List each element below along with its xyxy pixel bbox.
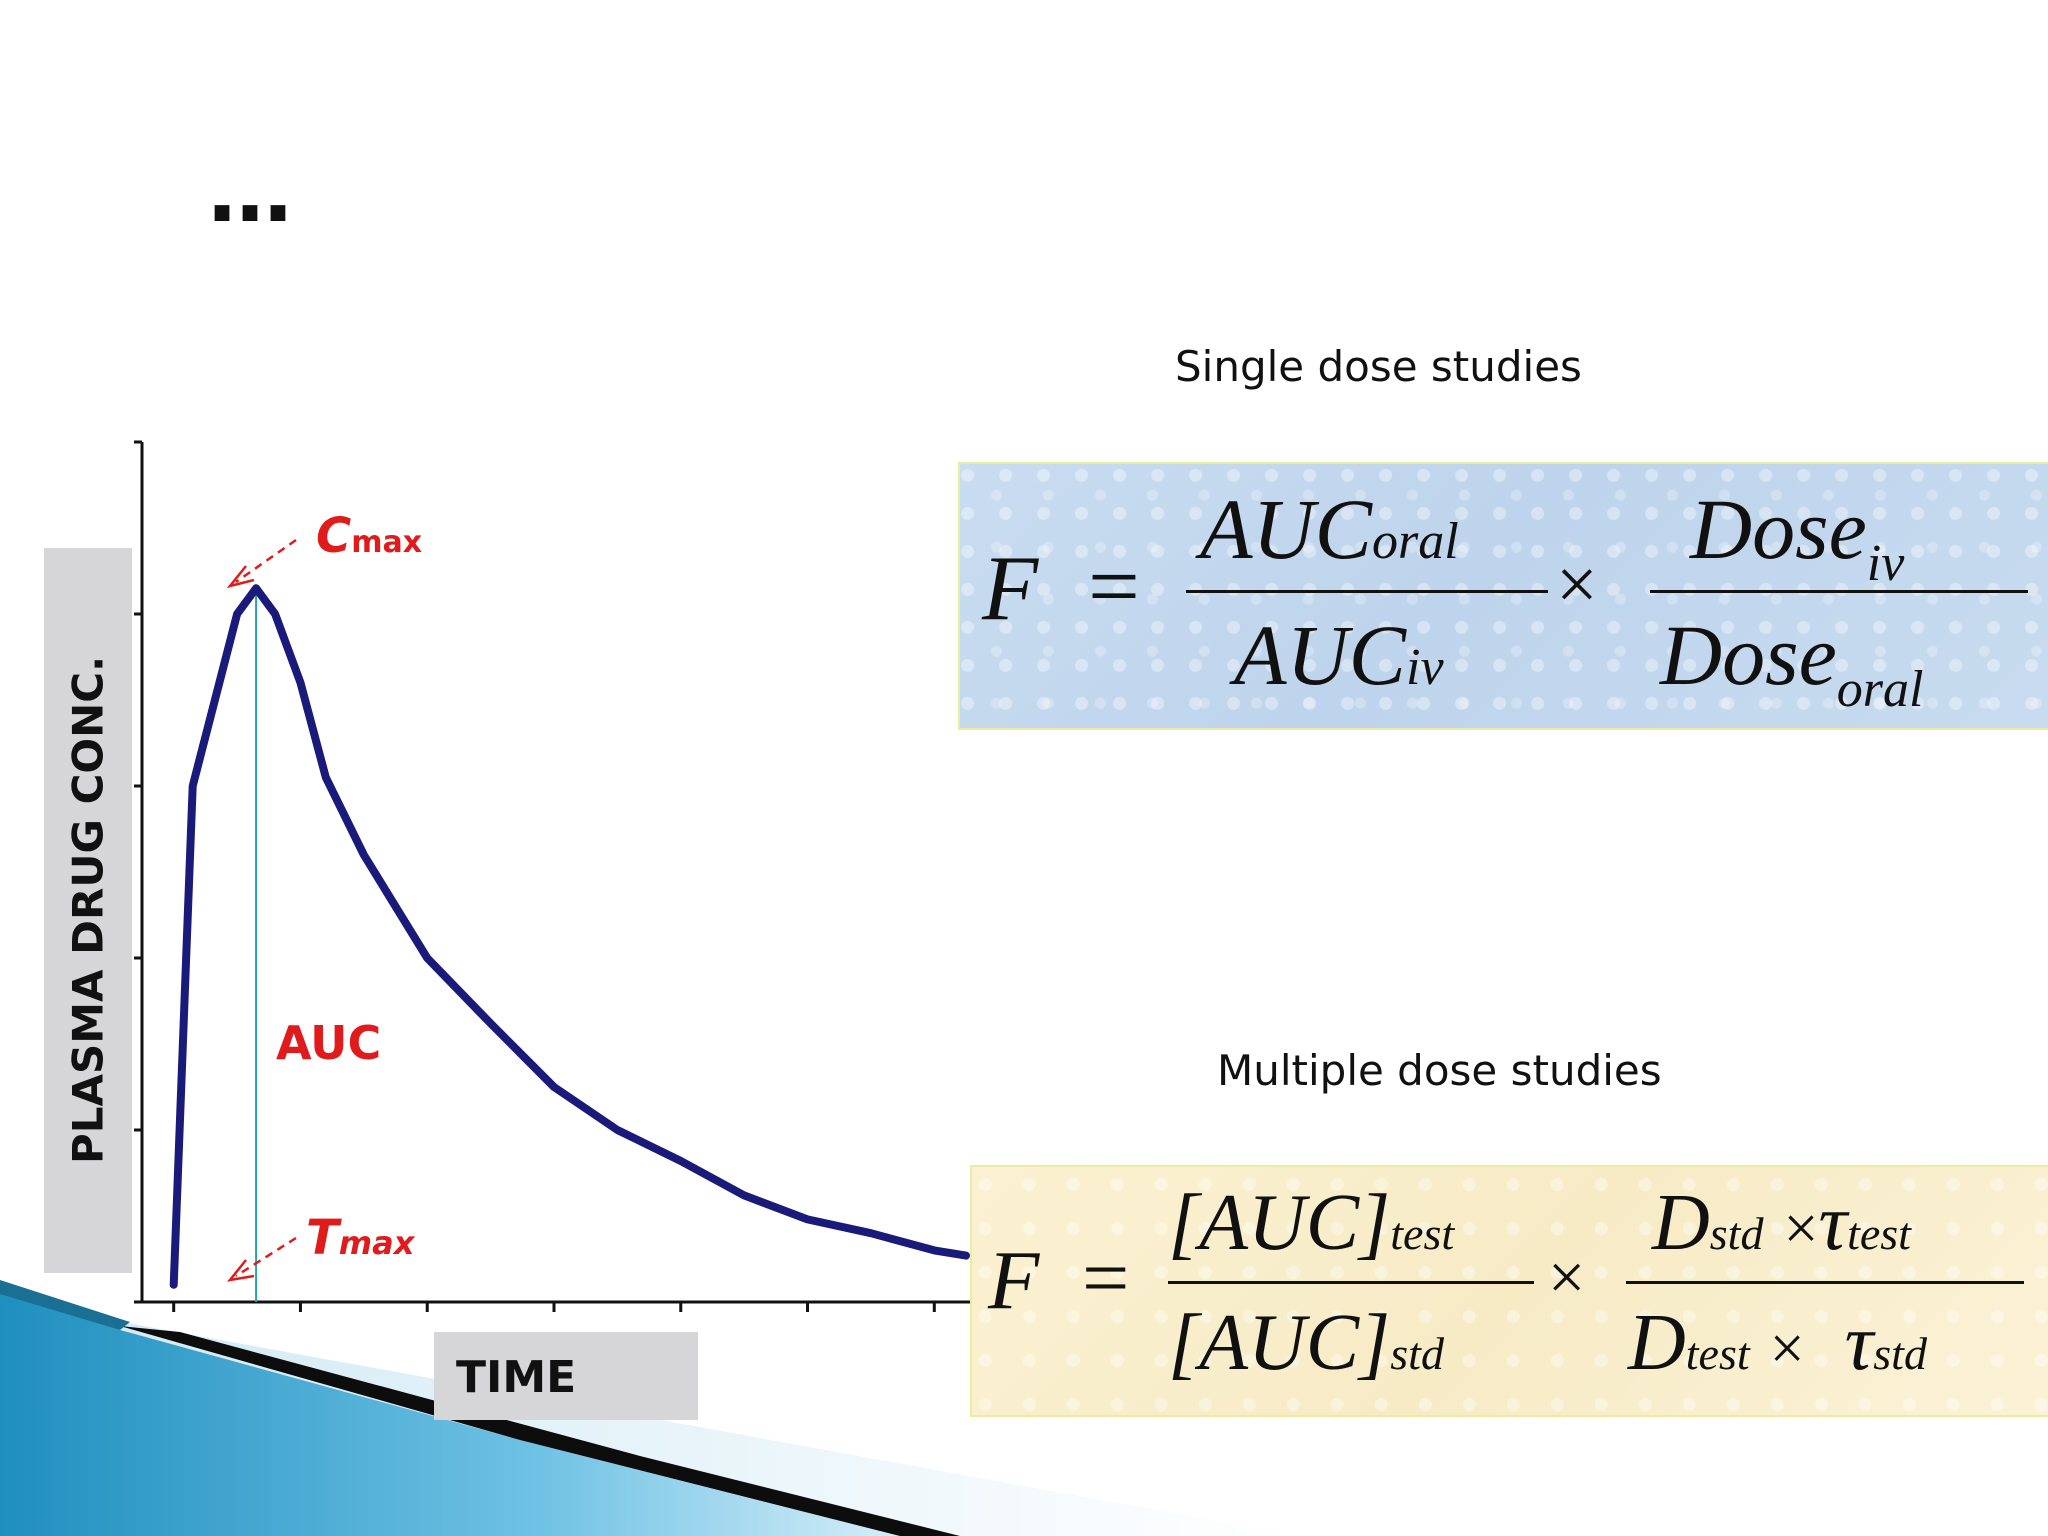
tmax-arrow	[226, 1236, 297, 1282]
x-axis-ticks	[172, 1302, 936, 1312]
single-den2-main: Dose	[1660, 607, 1837, 703]
single-num1-main: AUC	[1200, 481, 1372, 577]
multiple-num1: [AUC]test	[1168, 1183, 1454, 1263]
x-axis-label-background	[434, 1332, 698, 1420]
single-den1-main: AUC	[1234, 607, 1406, 703]
single-num2: Doseiv	[1690, 486, 1904, 590]
single-den2-sub: oral	[1836, 661, 1924, 718]
multiple-den1-main: [AUC]	[1168, 1299, 1391, 1387]
multiple-num2-times: ×	[1783, 1195, 1819, 1263]
single-dose-formula-box: F = AUCoral AUCiv × Doseiv Doseoral	[958, 462, 2048, 730]
multiple-num2-a: D	[1652, 1179, 1710, 1267]
tmax-label-main: T	[306, 1210, 339, 1266]
slide-title: …	[208, 143, 298, 241]
cmax-label-main: C	[316, 508, 352, 564]
multiple-dose-formula-box: F = [AUC]test [AUC]std × Dstd ×τtest Dte…	[970, 1165, 2048, 1417]
multiple-lhs: F	[988, 1234, 1040, 1327]
multiple-den1-sub: std	[1390, 1328, 1444, 1379]
cmax-label-sub: max	[351, 525, 423, 560]
single-num1-sub: oral	[1372, 513, 1459, 570]
multiple-den2-b-sub: std	[1873, 1328, 1927, 1379]
multiple-den2: Dtest × τstd	[1628, 1303, 1927, 1383]
multiple-fraction-bar-1	[1168, 1281, 1534, 1284]
single-dose-heading: Single dose studies	[1175, 342, 1582, 391]
multiple-den2-a: D	[1628, 1299, 1686, 1387]
cmax-label: Cmax	[316, 508, 422, 564]
y-axis-label-background	[44, 548, 132, 1273]
single-fraction-bar-1	[1186, 590, 1548, 593]
multiple-num2-a-sub: std	[1709, 1208, 1764, 1259]
single-times: ×	[1556, 544, 1598, 626]
multiple-num2-b-sub: test	[1847, 1208, 1911, 1259]
multiple-den1: [AUC]std	[1168, 1303, 1444, 1383]
single-lhs: F	[982, 537, 1039, 639]
single-den1-sub: iv	[1406, 639, 1444, 696]
multiple-num2-b: τ	[1818, 1179, 1848, 1267]
single-num2-sub: iv	[1866, 535, 1905, 592]
multiple-den2-a-sub: test	[1685, 1328, 1750, 1379]
y-axis-ticks	[134, 440, 142, 1304]
single-den2: Doseoral	[1660, 612, 1923, 716]
single-equals: =	[1088, 535, 1140, 637]
multiple-num1-sub: test	[1390, 1208, 1455, 1259]
multiple-num2: Dstd ×τtest	[1652, 1183, 1911, 1263]
concentration-curve	[169, 584, 970, 1289]
single-fraction-bar-2	[1650, 590, 2028, 593]
multiple-num1-main: [AUC]	[1168, 1179, 1391, 1267]
single-den1: AUCiv	[1234, 612, 1444, 698]
single-num1: AUCoral	[1200, 486, 1459, 572]
cmax-arrow	[226, 538, 297, 589]
auc-label: AUC	[276, 1016, 382, 1070]
tmax-label-sub: max	[338, 1224, 415, 1262]
multiple-den2-b: τ	[1844, 1299, 1874, 1387]
x-axis-label: TIME	[456, 1352, 577, 1403]
tmax-label: Tmax	[306, 1210, 414, 1266]
multiple-den2-times: ×	[1769, 1315, 1805, 1383]
multiple-dose-heading: Multiple dose studies	[1217, 1046, 1662, 1095]
multiple-equals: =	[1082, 1232, 1130, 1325]
multiple-fraction-bar-2	[1626, 1281, 2024, 1284]
single-num2-main: Dose	[1690, 481, 1867, 577]
plasma-concentration-chart	[134, 440, 985, 1312]
multiple-times: ×	[1548, 1241, 1586, 1314]
